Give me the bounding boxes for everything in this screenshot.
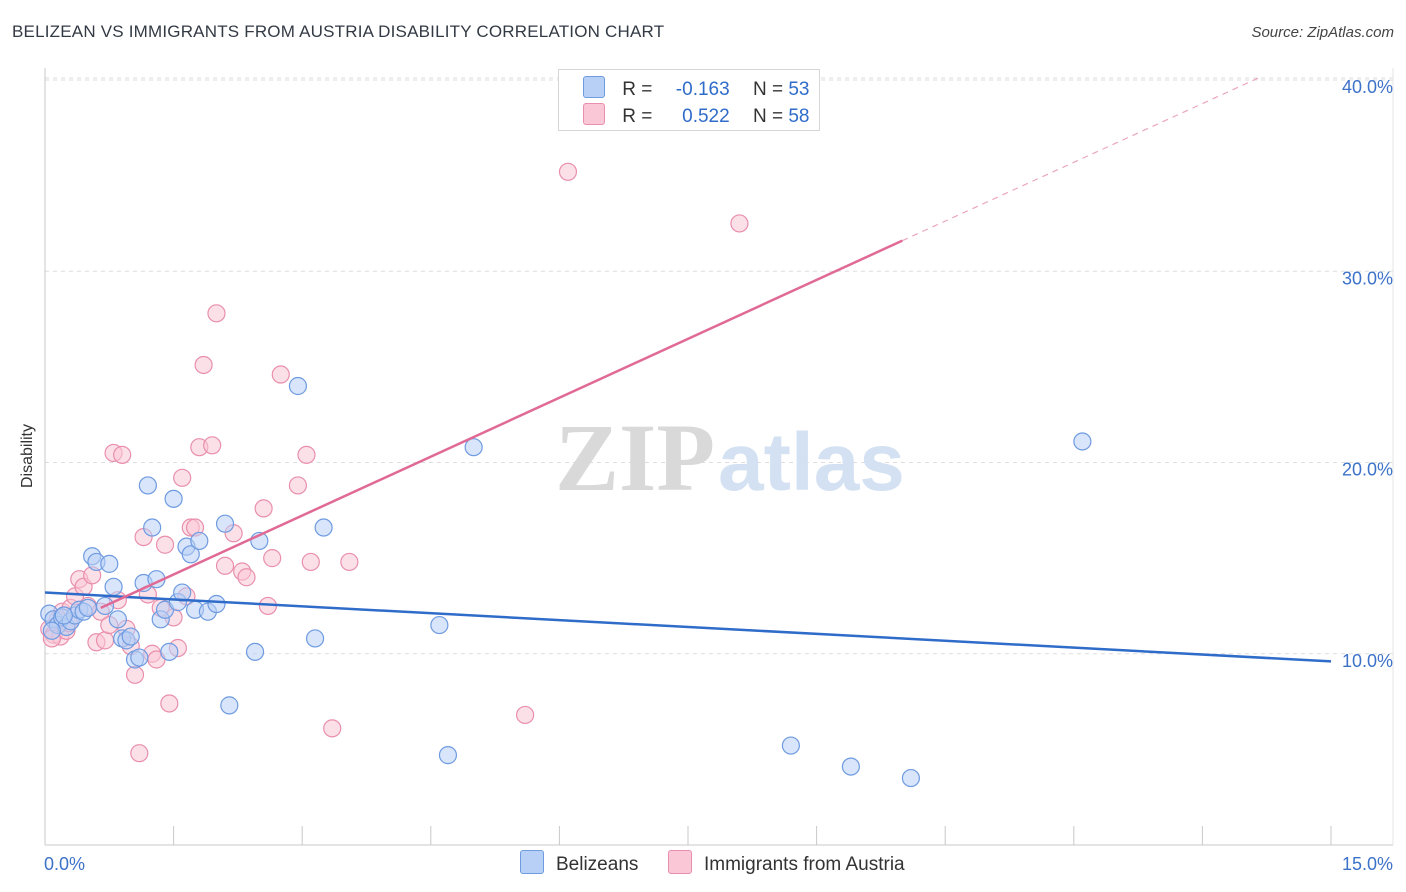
legend-swatch-blue xyxy=(583,76,605,98)
legend-r-value: 0.522 xyxy=(682,106,730,127)
bottom-legend-swatch-pink xyxy=(668,850,692,874)
data-point-austria xyxy=(194,355,213,375)
data-point-austria xyxy=(558,162,578,181)
correlation-legend: R = -0.163 N = 53 R = 0.522 N = 58 xyxy=(558,69,820,131)
axes xyxy=(44,68,1394,846)
data-point-belizean xyxy=(54,606,73,625)
data-point-austria xyxy=(215,556,235,575)
bottom-legend-belizeans[interactable]: Belizeans xyxy=(520,850,638,876)
data-point-belizean xyxy=(305,629,325,648)
data-point-austria xyxy=(207,304,226,323)
y-tick-label: 30.0% xyxy=(1342,268,1393,288)
data-point-belizean xyxy=(1073,432,1092,451)
bottom-legend-label: Immigrants from Austria xyxy=(704,854,905,875)
data-point-belizean xyxy=(104,577,123,596)
data-point-austria xyxy=(125,665,145,684)
y-tick-label: 40.0% xyxy=(1342,77,1393,97)
data-point-belizean xyxy=(181,545,200,564)
trend-lines xyxy=(44,75,1332,663)
data-point-austria xyxy=(516,705,535,725)
data-point-belizean xyxy=(245,642,265,661)
data-point-belizean xyxy=(207,594,226,614)
data-point-austria xyxy=(301,552,320,572)
data-point-austria xyxy=(254,499,273,518)
data-point-austria xyxy=(730,214,749,233)
data-point-austria xyxy=(95,631,115,650)
data-point-austria xyxy=(297,445,316,464)
bottom-legend-label: Belizeans xyxy=(556,854,639,875)
trend-line-austria-extension xyxy=(902,75,1263,242)
data-point-belizean xyxy=(160,642,179,661)
data-point-belizean xyxy=(121,627,140,646)
data-point-belizean xyxy=(215,514,235,533)
data-point-austria xyxy=(263,549,282,568)
data-point-belizean xyxy=(438,746,458,765)
data-point-austria xyxy=(160,694,179,713)
data-point-belizean xyxy=(78,598,97,617)
data-point-belizean xyxy=(901,768,921,788)
data-point-austria xyxy=(173,468,192,487)
data-point-belizean xyxy=(42,621,61,640)
data-point-austria xyxy=(323,719,342,738)
data-point-austria xyxy=(237,568,256,587)
data-point-belizean xyxy=(220,696,239,715)
y-tick-label: 10.0% xyxy=(1342,651,1393,671)
data-point-belizean xyxy=(108,610,127,629)
data-point-belizean xyxy=(100,554,119,573)
source-label: Source: ZipAtlas.com xyxy=(1251,24,1394,41)
legend-r-value: -0.163 xyxy=(675,79,730,100)
legend-n-label: N = xyxy=(752,106,784,127)
legend-swatch-pink xyxy=(583,103,605,125)
legend-r-label: R = xyxy=(622,106,653,127)
chart-title: BELIZEAN VS IMMIGRANTS FROM AUSTRIA DISA… xyxy=(12,22,665,41)
data-point-austria xyxy=(203,436,222,455)
data-point-belizean xyxy=(138,476,157,495)
data-point-austria xyxy=(113,445,132,464)
legend-row-austria: R = 0.522 N = 58 xyxy=(583,103,809,128)
data-point-belizean xyxy=(841,757,860,776)
data-point-belizean xyxy=(143,518,162,537)
data-point-belizean xyxy=(314,518,333,537)
data-point-austria xyxy=(155,535,175,554)
data-point-austria xyxy=(288,476,308,495)
data-point-austria xyxy=(271,365,290,384)
x-tick-label: 15.0% xyxy=(1342,854,1393,874)
trend-line-belizeans xyxy=(44,591,1332,663)
legend-n-value: 53 xyxy=(788,79,810,100)
data-point-austria xyxy=(340,552,359,572)
y-tick-label: 20.0% xyxy=(1342,460,1393,480)
watermark-zip: ZIP xyxy=(555,404,715,511)
bottom-legend-austria[interactable]: Immigrants from Austria xyxy=(668,850,905,876)
legend-n-label: N = xyxy=(752,79,784,100)
x-tick-label: 0.0% xyxy=(44,854,85,874)
bottom-legend-swatch-blue xyxy=(520,850,544,874)
legend-r-label: R = xyxy=(622,79,653,100)
data-point-belizean xyxy=(430,615,449,635)
tick-labels: 10.0% 20.0% 30.0% 40.0% 0.0% 15.0% xyxy=(44,77,1393,874)
data-point-belizean xyxy=(464,438,483,457)
series-belizeans xyxy=(40,376,1092,788)
data-point-belizean xyxy=(781,736,800,755)
legend-row-belizeans: R = -0.163 N = 53 xyxy=(583,76,809,101)
data-point-austria xyxy=(130,744,149,763)
legend-n-value: 58 xyxy=(788,106,810,127)
trend-line-austria xyxy=(100,239,903,609)
watermark: ZIP atlas xyxy=(555,404,905,511)
data-point-belizean xyxy=(164,489,183,508)
watermark-atlas: atlas xyxy=(718,417,905,508)
data-point-belizean xyxy=(288,376,308,396)
data-point-belizean xyxy=(130,648,149,667)
data-point-belizean xyxy=(190,531,209,551)
